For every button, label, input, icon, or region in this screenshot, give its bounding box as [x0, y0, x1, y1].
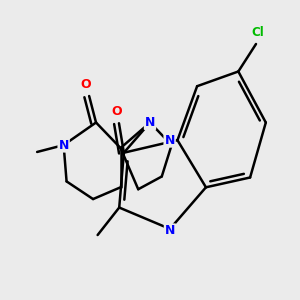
- Text: N: N: [145, 116, 155, 129]
- Text: Cl: Cl: [252, 26, 264, 39]
- Text: N: N: [165, 224, 175, 237]
- Text: N: N: [58, 139, 69, 152]
- Text: N: N: [164, 134, 175, 147]
- Text: O: O: [80, 78, 91, 91]
- Text: O: O: [112, 105, 122, 118]
